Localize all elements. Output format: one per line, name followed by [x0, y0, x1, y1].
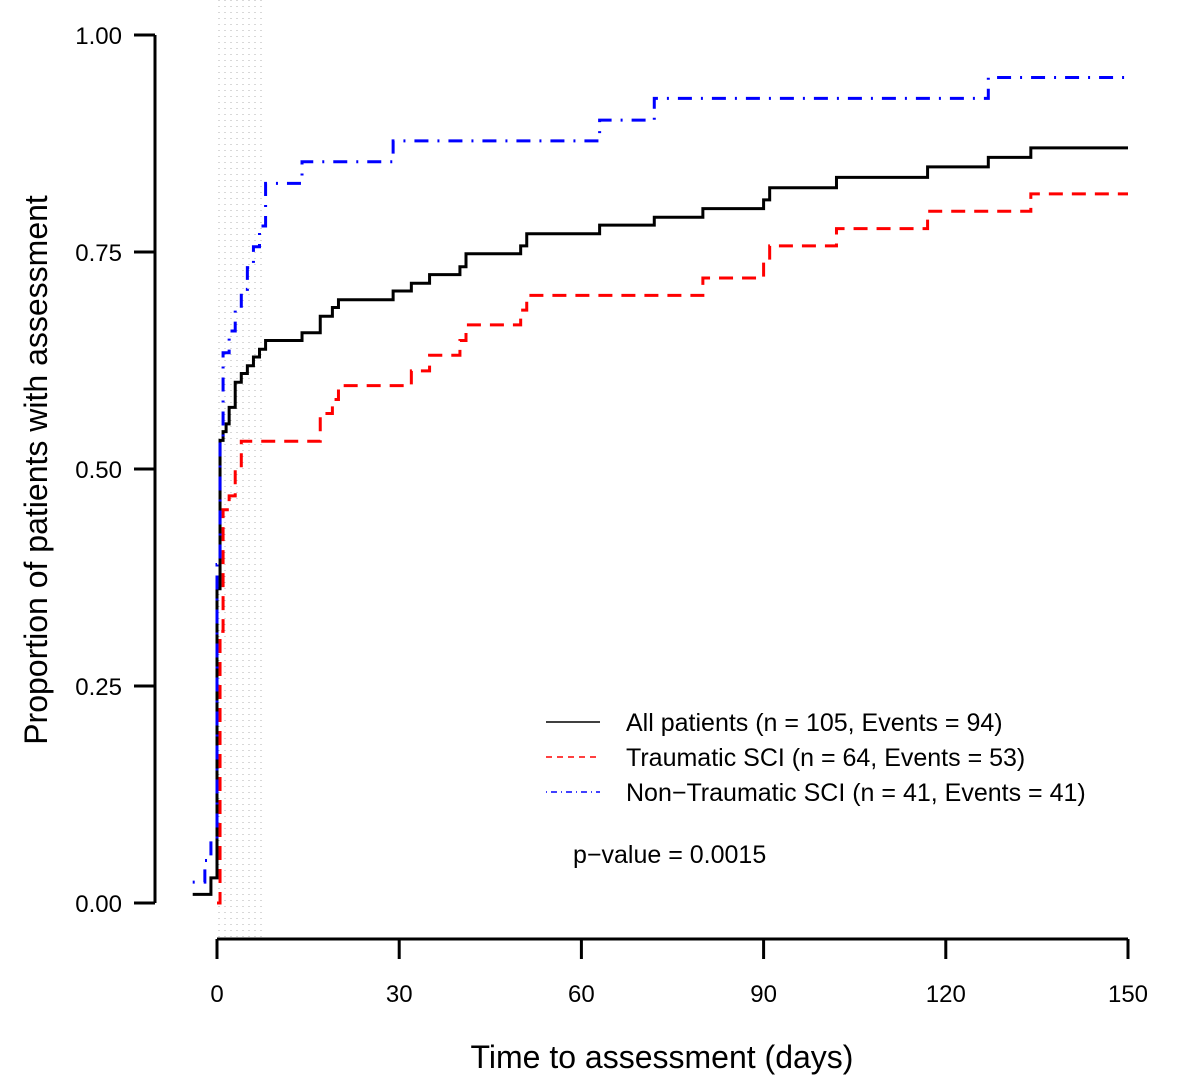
x-axis: 0 30 60 90 120 150 [210, 937, 1148, 1008]
y-tick-label: 0.00 [75, 891, 122, 918]
y-tick-label: 0.75 [75, 240, 122, 267]
x-axis-title: Time to assessment (days) [471, 1039, 854, 1075]
series-non-traumatic-sci [192, 76, 1128, 884]
legend-label-non-traumatic: Non−Traumatic SCI (n = 41, Events = 41) [626, 779, 1086, 807]
x-tick-label: 120 [926, 981, 966, 1008]
y-tick-label: 0.50 [75, 457, 122, 484]
x-tick-label: 60 [568, 981, 595, 1008]
legend: All patients (n = 105, Events = 94) Trau… [546, 709, 1086, 807]
p-value-annotation: p−value = 0.0015 [573, 841, 766, 869]
dotted-shaded-band [218, 0, 262, 940]
legend-label-all-patients: All patients (n = 105, Events = 94) [626, 709, 1003, 737]
x-tick-label: 150 [1108, 981, 1148, 1008]
series-traumatic-sci [217, 192, 1128, 905]
y-tick-label: 0.25 [75, 674, 122, 701]
series-all-patients [192, 146, 1128, 896]
y-axis-title: Proportion of patients with assessment [18, 195, 54, 745]
legend-label-traumatic: Traumatic SCI (n = 64, Events = 53) [626, 744, 1025, 772]
y-tick-label: 1.00 [75, 23, 122, 50]
x-tick-label: 90 [750, 981, 777, 1008]
y-axis: 0.00 0.25 0.50 0.75 1.00 [75, 23, 157, 918]
x-tick-label: 30 [386, 981, 413, 1008]
series-layer [192, 76, 1128, 905]
x-tick-label: 0 [210, 981, 223, 1008]
